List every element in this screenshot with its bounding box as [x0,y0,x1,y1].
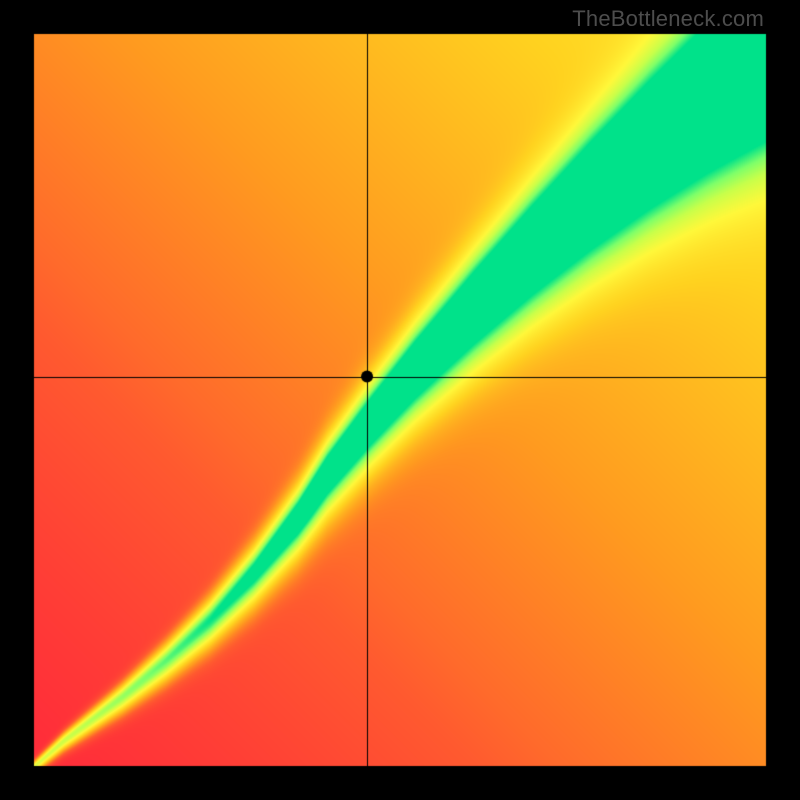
watermark-text: TheBottleneck.com [572,6,764,32]
chart-container: TheBottleneck.com [0,0,800,800]
heatmap-canvas [0,0,800,800]
